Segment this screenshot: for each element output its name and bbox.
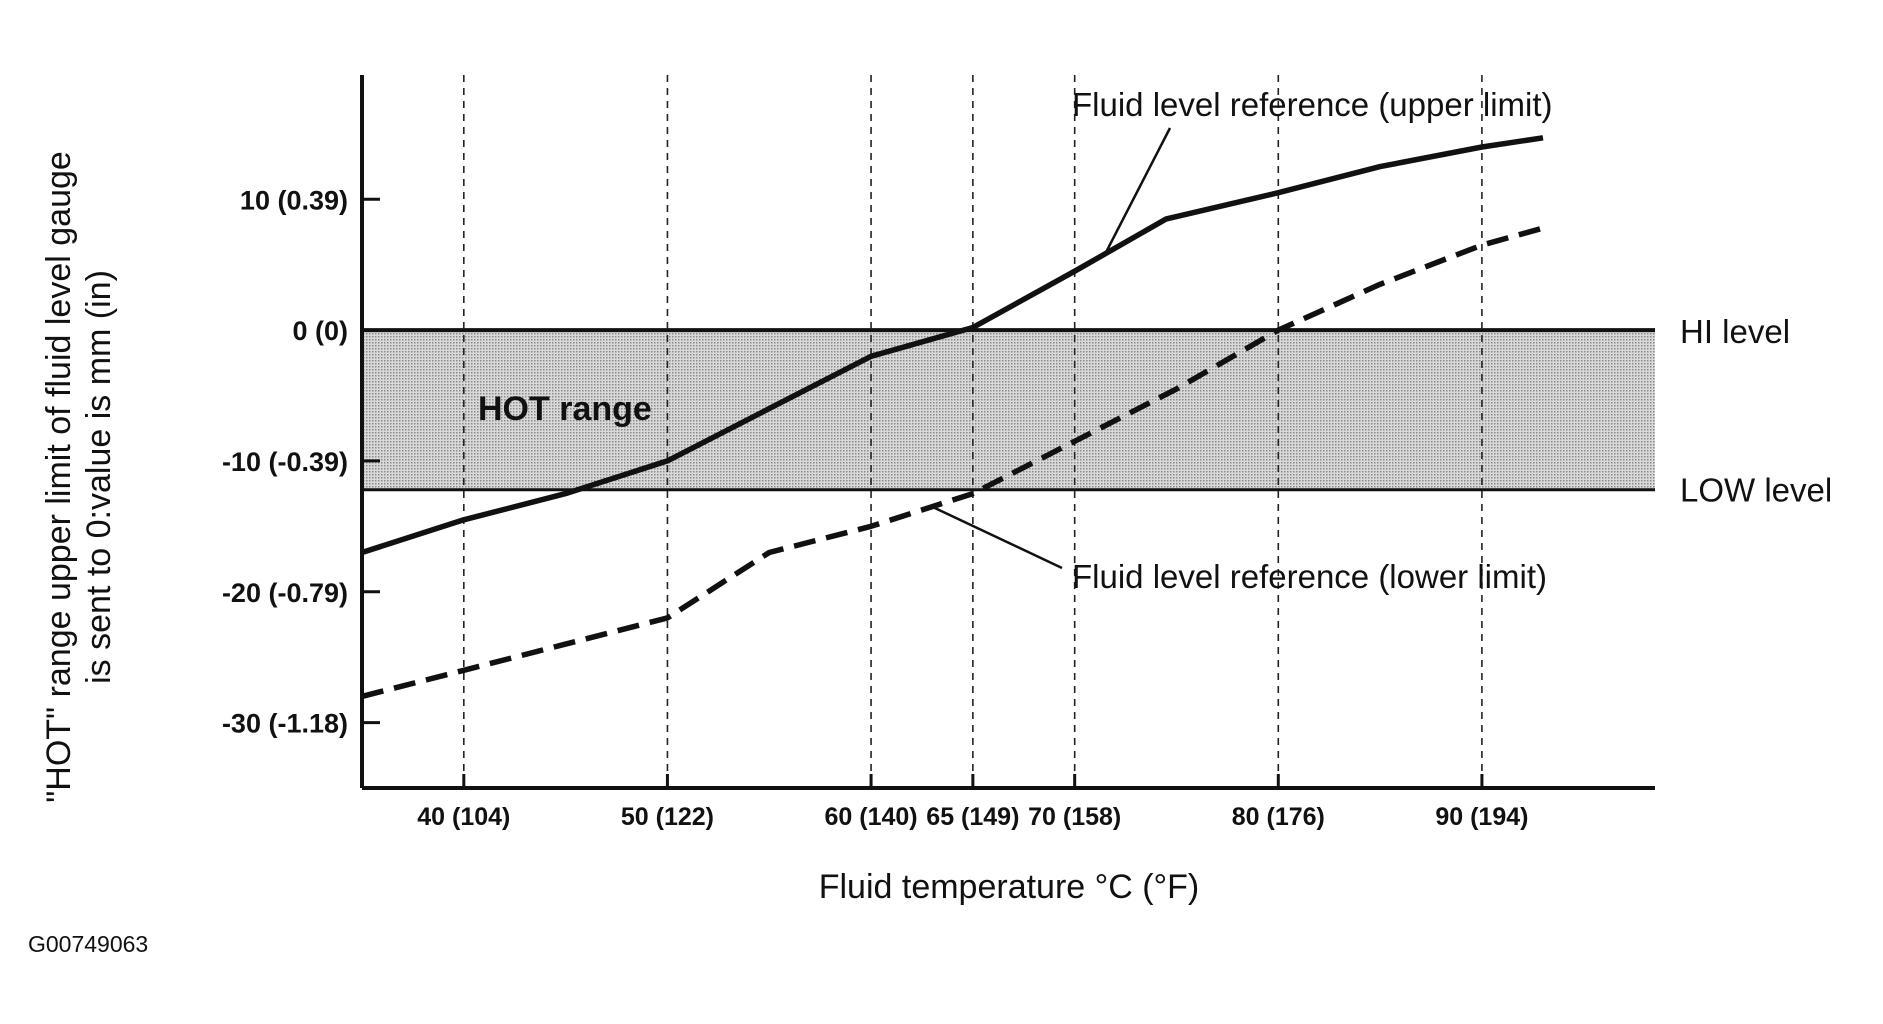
low-level-label: LOW level [1680,472,1832,509]
x-tick-label-90: 90 (194) [1435,803,1528,831]
y-tick-label--10: -10 (-0.39) [222,447,348,477]
y-axis-title: "HOT" range upper limit of fluid level g… [40,151,118,803]
x-tick-label-60: 60 (140) [824,803,917,831]
tick-labels: 40 (104) 50 (122) 60 (140) 65 (149) 70 (158)… [222,185,1529,831]
lower-limit-leader-line [931,505,1063,570]
hot-range-band [362,330,1655,490]
y-axis-title-line-2: is sent to 0:value is mm (in) [80,270,118,684]
x-tick-label-40: 40 (104) [417,803,510,831]
series-line-lower-limit [361,225,1544,700]
y-tick-label-10: 10 (0.39) [240,185,348,215]
series-line-upper-limit [361,135,1544,556]
hi-level-label: HI level [1680,313,1790,350]
axes [360,75,1655,790]
x-tick-label-50: 50 (122) [621,803,714,831]
series-layer [361,135,1544,700]
hot-range-label: HOT range [478,390,652,428]
upper-limit-leader-line [1104,127,1172,255]
x-tick-label-65: 65 (149) [926,803,1019,831]
y-tick-label--30: -30 (-1.18) [222,709,348,739]
x-tick-label-80: 80 (176) [1232,803,1325,831]
y-axis-title-line-1: "HOT" range upper limit of fluid level g… [40,151,78,803]
upper-limit-annotation: Fluid level reference (upper limit) [1072,86,1553,123]
figure-code: G00749063 [28,931,148,957]
y-tick-label--20: -20 (-0.79) [222,578,348,608]
lower-limit-annotation: Fluid level reference (lower limit) [1072,558,1547,595]
y-tick-label-0: 0 (0) [292,316,348,346]
x-axis-title: Fluid temperature °C (°F) [819,868,1200,906]
x-tick-label-70: 70 (158) [1028,803,1121,831]
